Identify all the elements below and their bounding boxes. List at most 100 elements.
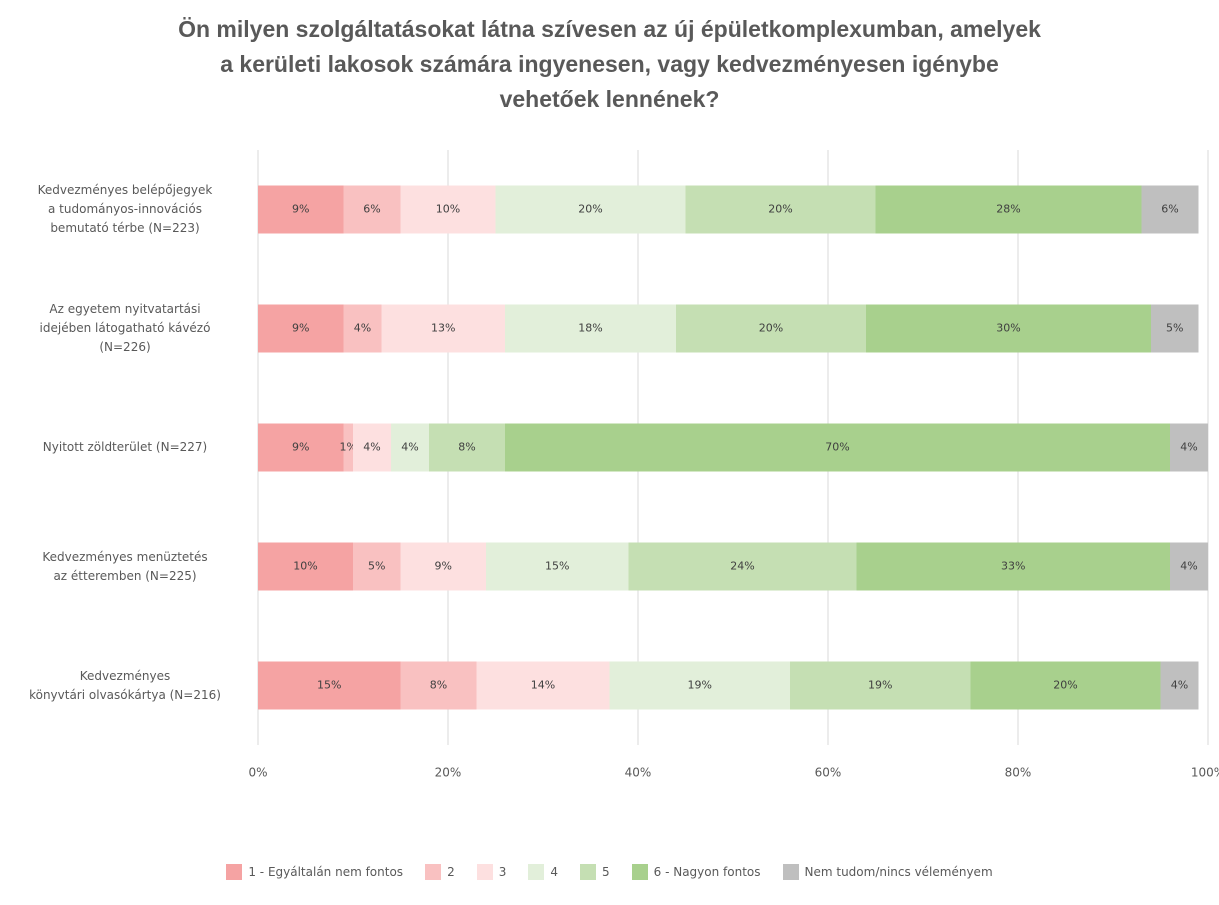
data-label: 20% <box>578 203 602 216</box>
bar-segment <box>343 185 401 234</box>
data-label: 20% <box>759 322 783 335</box>
y-tick-label: Kedvezményes belépőjegyek a tudományos-i… <box>37 183 213 235</box>
bar-segment <box>790 661 971 710</box>
bar-segment <box>400 185 496 234</box>
bar-segment <box>856 542 1170 591</box>
data-label: 20% <box>768 203 792 216</box>
legend-label: Nem tudom/nincs véleményem <box>804 865 993 879</box>
data-label: 9% <box>292 322 309 335</box>
legend-swatch <box>476 864 493 880</box>
legend-swatch <box>425 864 442 880</box>
data-label: 24% <box>730 560 754 573</box>
bar-segment <box>258 542 353 591</box>
bar-segment <box>343 423 353 472</box>
bar-segment <box>1141 185 1199 234</box>
bar-segment <box>676 304 866 353</box>
bar-segment <box>258 661 401 710</box>
legend-label: 3 <box>498 865 507 879</box>
bar-segment <box>400 542 486 591</box>
x-tick-label: 40% <box>625 766 652 780</box>
data-label: 6% <box>363 203 380 216</box>
data-label: 8% <box>430 679 447 692</box>
bar-segment <box>476 661 610 710</box>
bar-segment <box>875 185 1142 234</box>
bar-segment <box>1170 542 1208 591</box>
bar-segment <box>505 304 676 353</box>
data-label: 14% <box>531 679 555 692</box>
legend-label: 4 <box>550 865 558 879</box>
data-label: 9% <box>435 560 452 573</box>
bar-segment <box>258 304 344 353</box>
legend-label: 6 - Nagyon fontos <box>653 865 761 879</box>
x-tick-label: 0% <box>248 766 267 780</box>
data-label: 5% <box>1166 322 1183 335</box>
bar-segment <box>1160 661 1199 710</box>
legend-swatch <box>528 864 545 880</box>
bar-segment <box>970 661 1161 710</box>
legend-label: 1 - Egyáltalán nem fontos <box>248 865 404 879</box>
bar-segment <box>353 542 401 591</box>
data-label: 4% <box>401 441 418 454</box>
data-label: 15% <box>317 679 341 692</box>
data-label: 6% <box>1161 203 1178 216</box>
bar-segment <box>353 423 391 472</box>
bar-segment <box>258 185 344 234</box>
data-label: 15% <box>545 560 569 573</box>
bar-segment <box>505 423 1170 472</box>
data-label: 4% <box>363 441 380 454</box>
legend-item: 5 <box>579 864 610 880</box>
legend: 1 - Egyáltalán nem fontos 2 3 4 5 6 - Nagyon … <box>0 864 1219 880</box>
data-label: 33% <box>1001 560 1025 573</box>
legend-item: 1 - Egyáltalán nem fontos <box>226 864 403 880</box>
bar-segment <box>400 661 477 710</box>
legend-label: 2 <box>447 865 455 879</box>
bar-segment <box>429 423 505 472</box>
bar-segment <box>486 542 629 591</box>
data-label: 9% <box>292 203 309 216</box>
data-label: 13% <box>431 322 455 335</box>
bar-segment <box>866 304 1151 353</box>
y-tick-label: Nyitott zöldterület (N=227) <box>42 440 208 454</box>
legend-label: 5 <box>601 865 610 879</box>
data-label: 19% <box>868 679 892 692</box>
y-tick-label: Kedvezményes menüztetés az étteremben (N… <box>42 549 208 583</box>
data-label: 9% <box>292 441 309 454</box>
data-label: 4% <box>1171 679 1188 692</box>
data-label: 5% <box>368 560 385 573</box>
data-label: 28% <box>996 203 1020 216</box>
legend-item: 4 <box>528 864 558 880</box>
bar-segment <box>1151 304 1199 353</box>
y-tick-label: Az egyetem nyitvatartási idejében látoga… <box>39 302 211 354</box>
data-label: 8% <box>458 441 475 454</box>
legend-item: Nem tudom/nincs véleményem <box>782 864 993 880</box>
legend-swatch <box>579 864 596 880</box>
data-label: 18% <box>578 322 602 335</box>
legend-swatch <box>782 864 799 880</box>
data-label: 10% <box>436 203 460 216</box>
legend-item: 6 - Nagyon fontos <box>631 864 761 880</box>
bar-segment <box>685 185 876 234</box>
bar-segment <box>1170 423 1208 472</box>
data-label: 20% <box>1053 679 1077 692</box>
bar-segment <box>381 304 505 353</box>
data-label: 70% <box>825 441 849 454</box>
legend-swatch <box>226 864 243 880</box>
data-label: 1% <box>340 441 357 454</box>
legend-item: 2 <box>425 864 455 880</box>
legend-item: 3 <box>476 864 507 880</box>
data-label: 4% <box>354 322 371 335</box>
bar-segment <box>628 542 857 591</box>
data-label: 4% <box>1180 441 1197 454</box>
x-tick-label: 60% <box>815 766 842 780</box>
data-label: 30% <box>996 322 1020 335</box>
data-label: 4% <box>1180 560 1197 573</box>
bar-segment <box>343 304 382 353</box>
y-tick-label: Kedvezményes könyvtári olvasókártya (N=2… <box>29 668 221 702</box>
bar-segment <box>391 423 429 472</box>
bar-segment <box>609 661 790 710</box>
bar-segment <box>258 423 344 472</box>
data-label: 19% <box>688 679 712 692</box>
x-tick-label: 80% <box>1005 766 1032 780</box>
